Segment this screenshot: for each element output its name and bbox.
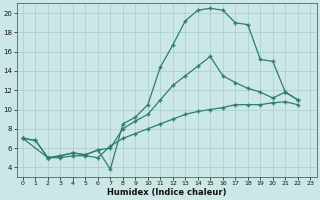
X-axis label: Humidex (Indice chaleur): Humidex (Indice chaleur) [107, 188, 226, 197]
